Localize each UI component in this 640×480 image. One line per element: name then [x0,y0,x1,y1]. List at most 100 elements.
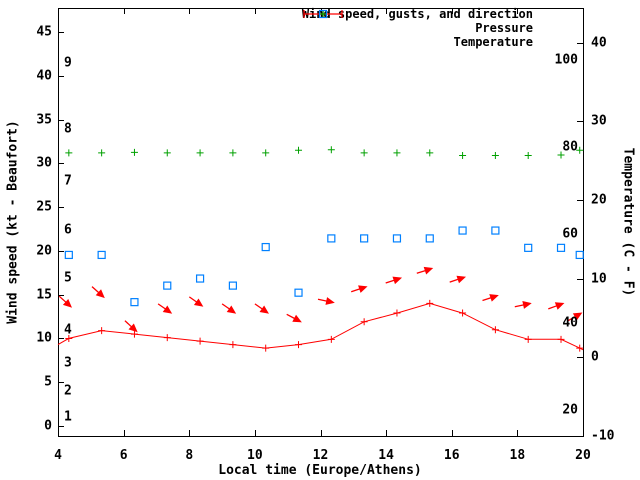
y-left-tick-label: 20 [36,243,52,259]
temperature-marker [261,242,270,252]
wind-direction-arrow [385,279,395,284]
wind-speed-marker [393,309,401,317]
legend-item-label: Pressure [475,21,533,35]
wind-direction-arrow [286,313,295,320]
wind-speed-marker [459,309,467,317]
fahrenheit-scale-label: 20 [562,402,578,418]
wind-speed-marker [491,326,499,334]
wind-direction-arrow [449,278,459,283]
y-left-tick-label: 40 [36,68,52,84]
wind-direction-arrowhead [95,289,105,299]
pressure-marker [557,151,565,159]
temperature-marker [294,288,303,297]
x-axis-title: Local time (Europe/Athens) [218,463,422,478]
pressure-marker [295,146,303,154]
x-tick-label: 6 [119,448,128,463]
y-right-tick-label: 0 [591,349,599,365]
temperature-marker [524,243,533,252]
pressure-marker [130,148,138,156]
wind-direction-arrow [221,303,230,310]
pressure-marker [262,149,270,157]
wind-direction-arrowhead [392,276,403,285]
legend-item-label: Temperature [453,35,533,49]
wind-direction-arrow [254,303,263,310]
wind-direction-arrowhead [325,297,335,305]
pressure-marker [459,151,467,159]
temperature-marker [64,250,73,260]
wind-direction-arrowhead [572,312,583,321]
wind-speed-marker [295,341,303,349]
temperature-marker [425,234,434,243]
temperature-marker [491,226,500,235]
temperature-marker [360,234,369,243]
wind-speed-marker [327,335,335,343]
beaufort-scale-label: 6 [64,222,72,238]
y-right-tick-label: 40 [591,35,607,51]
beaufort-scale-label: 7 [64,173,72,189]
temperature-marker [575,250,584,260]
wind-direction-arrowhead [358,285,368,293]
wind-direction-arrowhead [128,323,138,333]
wind-speed-marker [576,344,584,352]
pressure-marker [360,149,368,157]
y-left-tick-label: 10 [36,330,52,346]
y-left-tick-label: 35 [36,112,52,128]
wind-direction-arrow [58,295,67,303]
temperature-marker [130,298,139,307]
pressure-marker [426,149,434,157]
temperature-marker [392,234,402,243]
x-tick-label: 8 [185,448,194,463]
wind-direction-arrowhead [292,314,302,323]
wind-speed-line [57,302,584,351]
x-tick-label: 16 [443,448,460,463]
y-right-tick-label: 20 [591,192,607,208]
legend-item: Pressure [302,10,581,35]
beaufort-scale-label: 5 [64,270,72,286]
wind-direction-arrowhead [423,266,434,275]
pressure-marker [98,149,106,157]
wind-direction-arrow [514,304,524,308]
legend: Wind speed, gusts, and direction Pressure… [302,7,581,49]
x-tick-label: 10 [247,448,263,463]
y-right-tick-label: -10 [591,428,615,444]
beaufort-scale-label: 2 [64,383,72,399]
temperature-marker [458,226,467,235]
temperature-marker [228,281,237,290]
x-tick-label: 20 [575,448,591,463]
fahrenheit-scale-label: 100 [554,52,578,68]
wind-direction-arrow [157,303,166,310]
pressure-marker [327,146,335,154]
pressure-marker [576,146,584,154]
wind-speed-marker [426,299,434,307]
y-left-tick-label: 25 [36,199,52,215]
pressure-marker [196,149,204,157]
x-tick-label: 12 [312,448,329,463]
legend-item-label: Wind speed, gusts, and direction [301,7,533,21]
wind-direction-arrow [91,286,100,294]
wind-speed-marker [196,337,204,345]
wind-direction-arrowhead [522,301,532,309]
wind-direction-arrow [124,320,132,328]
wind-direction-arrow [350,288,361,293]
wind-speed-marker [163,334,171,342]
wind-direction-arrowhead [489,294,499,302]
wind-direction-arrowhead [554,302,565,310]
wind-direction-arrowhead [456,275,467,284]
beaufort-scale-label: 1 [64,409,72,425]
y-left-tick-label: 15 [36,287,52,303]
temperature-marker [97,250,106,260]
wind-speed-marker [229,341,237,349]
beaufort-scale-label: 9 [64,55,72,71]
wind-speed-marker [130,330,138,338]
wind-speed-marker [262,344,270,352]
wind-direction-arrowhead [62,298,73,308]
wind-direction-arrowhead [162,305,173,314]
plot-border [58,8,584,437]
wind-direction-arrow [317,298,327,302]
y-left-tick-label: 45 [36,24,52,40]
temperature-marker [163,281,172,290]
wind-speed-marker [360,318,368,326]
wind-direction-arrow [482,297,492,302]
